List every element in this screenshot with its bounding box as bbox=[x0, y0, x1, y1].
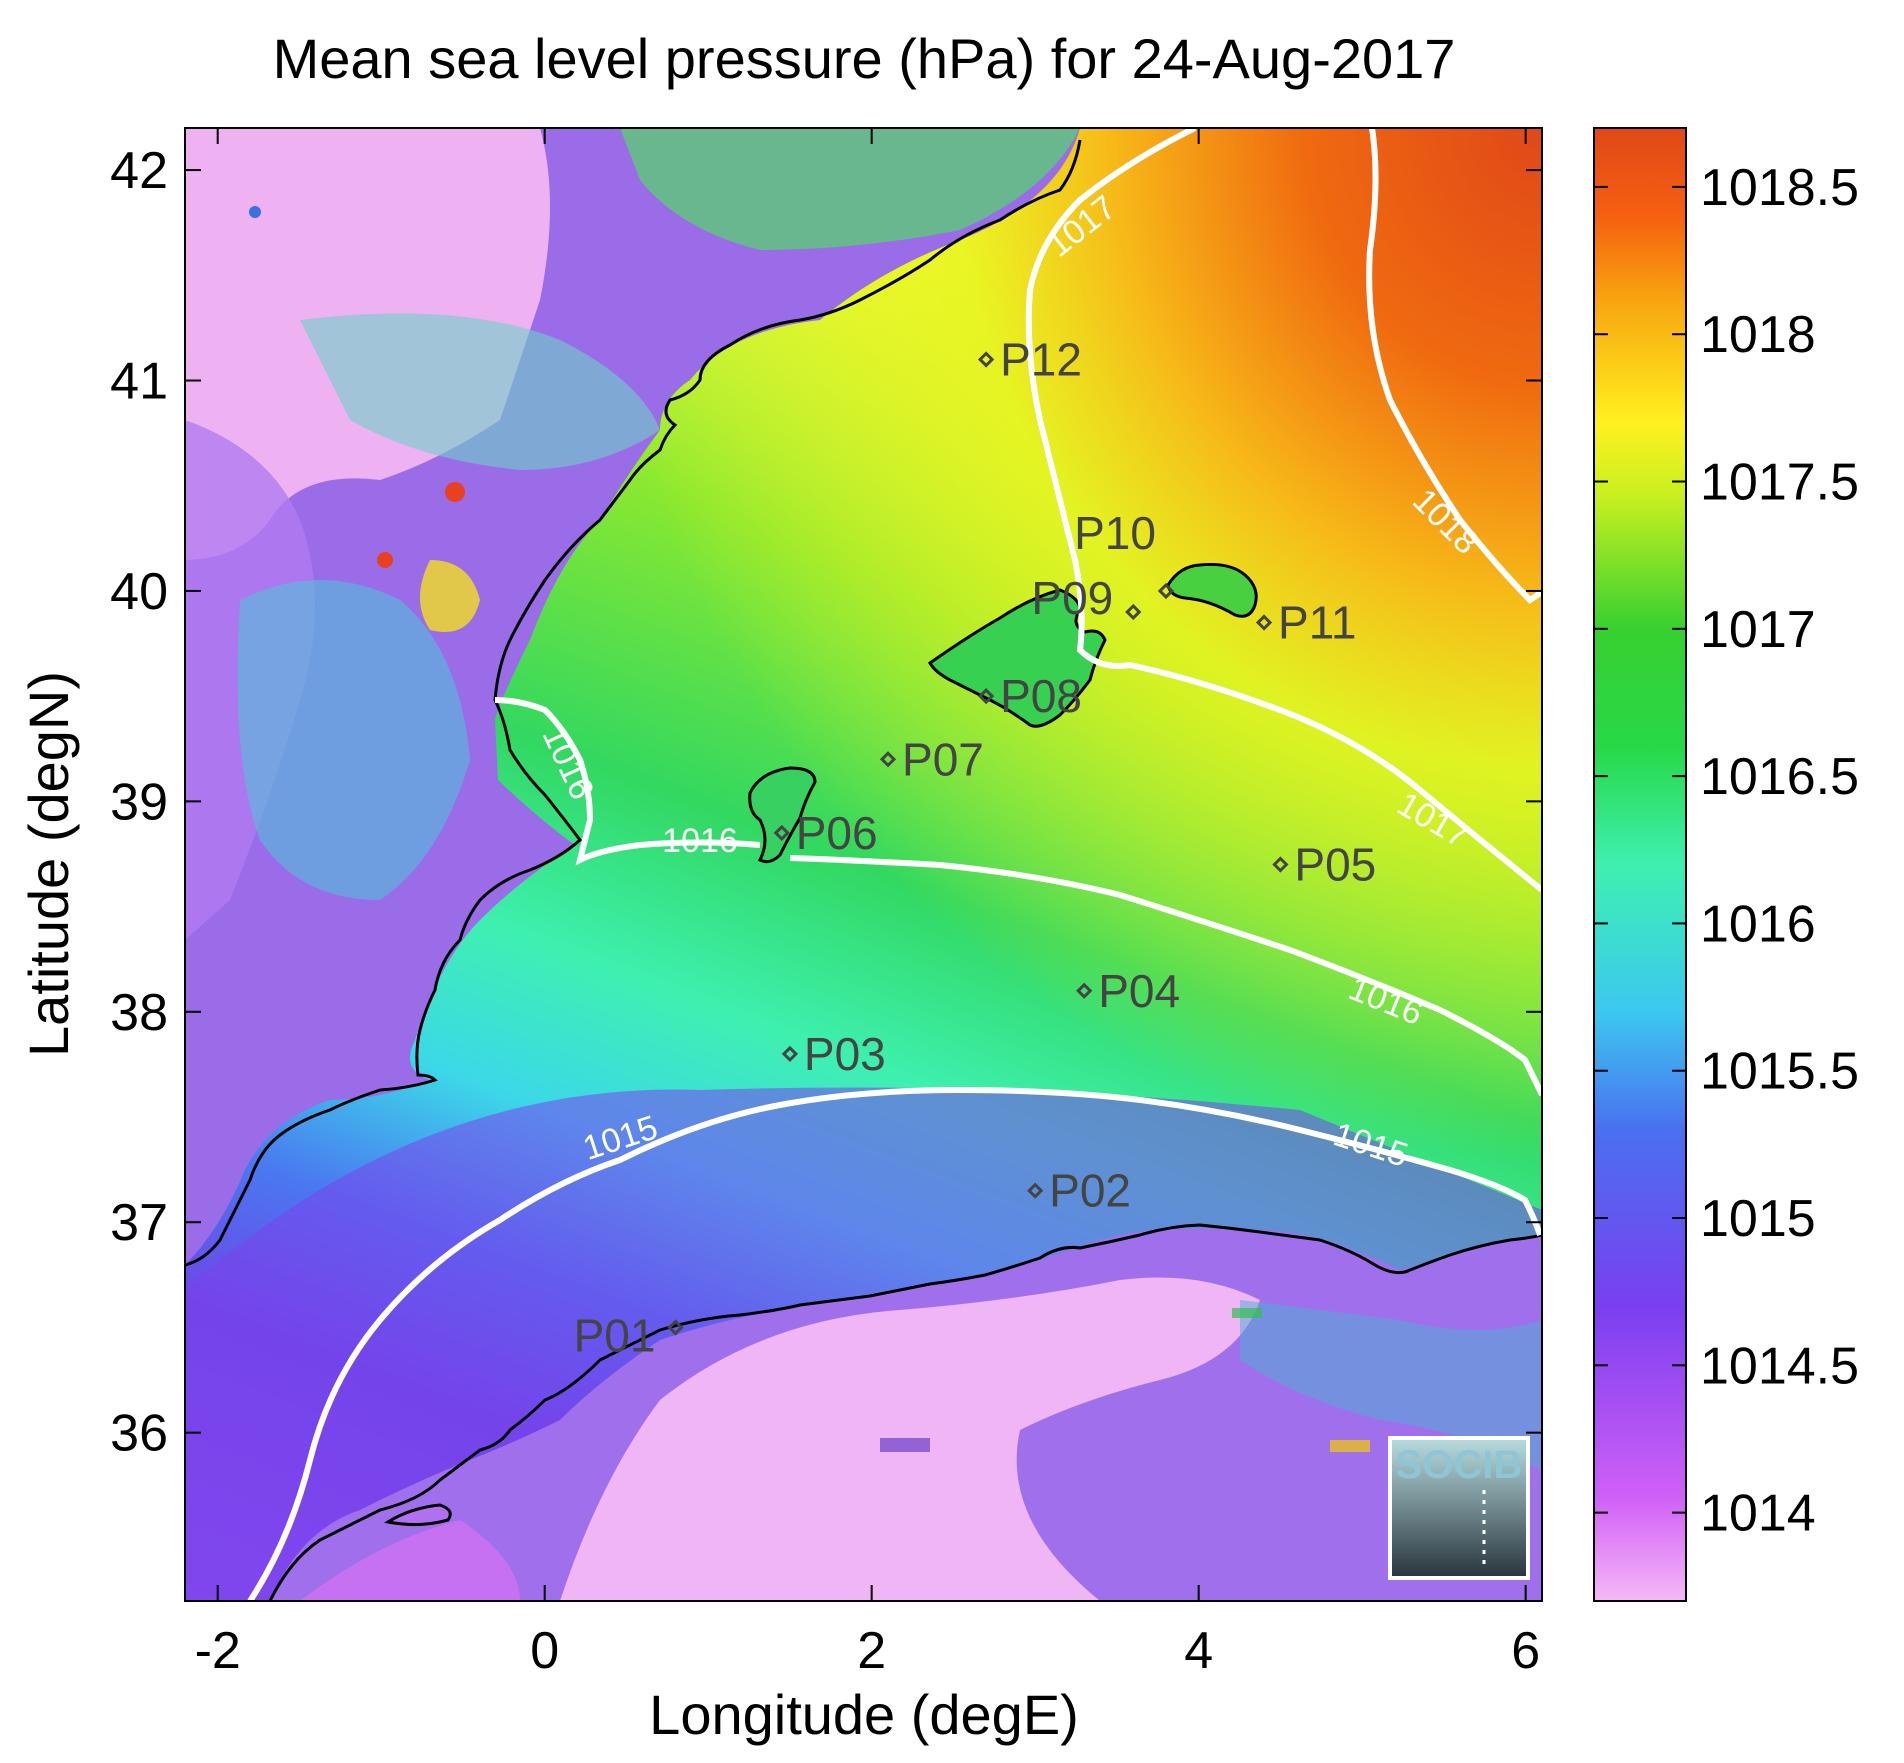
station-label: P02 bbox=[1049, 1165, 1131, 1217]
station-label: P09 bbox=[1031, 572, 1113, 624]
x-tick-label: 0 bbox=[530, 1622, 559, 1680]
station-marker bbox=[879, 751, 897, 768]
station-marker bbox=[1157, 582, 1175, 600]
contour-1018 bbox=[1366, 128, 1542, 604]
y-tick-label: 39 bbox=[110, 773, 168, 831]
station-label: P10 bbox=[1074, 507, 1156, 559]
station-marker bbox=[977, 688, 995, 705]
colorbar-tick-label: 1014.5 bbox=[1700, 1337, 1859, 1395]
colorbar-tick-label: 1016 bbox=[1700, 895, 1816, 953]
station-label: P11 bbox=[1278, 597, 1356, 649]
station-label: P04 bbox=[1098, 965, 1180, 1017]
station-label: P05 bbox=[1294, 839, 1376, 891]
contour-1017 bbox=[1025, 128, 1542, 893]
y-tick-label: 36 bbox=[110, 1405, 168, 1463]
x-axis-label: Longitude (degE) bbox=[649, 1683, 1079, 1746]
station-marker bbox=[1027, 1182, 1044, 1199]
y-axis-label: Latitude (degN) bbox=[17, 671, 80, 1057]
station-label: P08 bbox=[1000, 670, 1082, 722]
ibiza-island bbox=[748, 766, 817, 864]
stations: P01 P02 P03 P04 P05 P06 P07 P08 P09 P10 P11 P12 bbox=[574, 333, 1377, 1361]
y-tick-label: 42 bbox=[110, 142, 168, 200]
y-tick-label: 38 bbox=[110, 984, 168, 1042]
contour-1016 bbox=[789, 855, 1542, 1097]
contour-label: 1016 bbox=[662, 822, 738, 860]
station-marker bbox=[1255, 614, 1273, 631]
station-marker bbox=[781, 1045, 799, 1063]
x-axis: -2 0 2 4 6 bbox=[195, 128, 1540, 1680]
station-label: P01 bbox=[574, 1309, 656, 1361]
colorbar-ticks: 1018.5 1018 1017.5 1017 1016.5 1016 1015.5 1015… bbox=[1594, 159, 1859, 1543]
colorbar-tick-label: 1018 bbox=[1700, 306, 1816, 364]
socib-logo-text: SOCIB bbox=[1396, 1443, 1523, 1487]
station-label: P07 bbox=[902, 733, 984, 785]
menorca-island bbox=[1166, 563, 1258, 618]
x-tick-label: -2 bbox=[195, 1622, 241, 1680]
colorbar-tick-label: 1015 bbox=[1700, 1190, 1816, 1248]
station-label: P06 bbox=[796, 807, 878, 859]
alboran-island bbox=[383, 1503, 452, 1527]
station-marker bbox=[1272, 856, 1289, 873]
chart-title: Mean sea level pressure (hPa) for 24-Aug… bbox=[273, 27, 1456, 90]
colorbar-tick-label: 1015.5 bbox=[1700, 1043, 1859, 1101]
plot-frame bbox=[184, 127, 1543, 1602]
colorbar bbox=[1593, 127, 1687, 1602]
station-marker bbox=[773, 824, 790, 842]
socib-logo: SOCIB bbox=[1388, 1436, 1530, 1580]
station-marker bbox=[667, 1319, 684, 1336]
y-tick-label: 37 bbox=[110, 1194, 168, 1252]
y-axis: 42 41 40 39 38 37 36 bbox=[110, 142, 1542, 1463]
y-tick-label: 41 bbox=[110, 353, 168, 411]
x-tick-label: 6 bbox=[1511, 1622, 1540, 1680]
colorbar-tick-label: 1017.5 bbox=[1700, 454, 1859, 512]
station-label: P12 bbox=[1000, 333, 1082, 385]
y-tick-label: 40 bbox=[110, 563, 168, 621]
contour-1016-west bbox=[494, 697, 761, 866]
colorbar-tick-label: 1014 bbox=[1700, 1485, 1816, 1543]
station-marker bbox=[977, 351, 995, 368]
station-label: P03 bbox=[804, 1028, 886, 1080]
colorbar-tick-label: 1016.5 bbox=[1700, 748, 1859, 806]
x-tick-label: 2 bbox=[857, 1622, 886, 1680]
station-marker bbox=[1125, 603, 1142, 621]
x-tick-label: 4 bbox=[1184, 1622, 1213, 1680]
contour-1015 bbox=[247, 1086, 1542, 1601]
colorbar-tick-label: 1018.5 bbox=[1700, 159, 1859, 217]
colorbar-tick-label: 1017 bbox=[1700, 601, 1816, 659]
africa-coastline bbox=[268, 1223, 1542, 1601]
station-marker bbox=[1076, 982, 1093, 999]
